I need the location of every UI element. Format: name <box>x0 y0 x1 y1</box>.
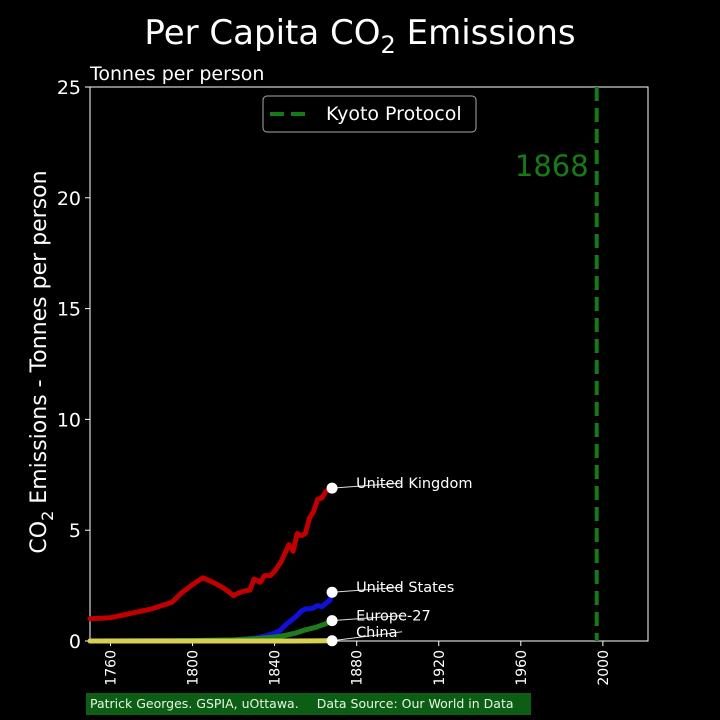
series-label-china: China <box>356 625 397 641</box>
y-tick-label: 20 <box>57 188 81 210</box>
series-leader-china <box>332 631 403 642</box>
series-end-marker-united-kingdom <box>326 482 338 494</box>
author-credit: Patrick Georges. GSPIA, uOttawa. <box>90 696 299 711</box>
series-label-united-kingdom: United Kingdom <box>356 476 472 492</box>
series-line-united-kingdom <box>87 485 335 622</box>
series-leader-united-states <box>332 586 403 593</box>
x-tick-label: 1920 <box>432 650 448 686</box>
series-end-marker-china <box>326 635 338 647</box>
legend-label: Kyoto Protocol <box>326 103 462 125</box>
series-line-europe-27 <box>87 618 335 644</box>
x-tick-label: 1800 <box>186 650 202 686</box>
data-source: Data Source: Our World in Data <box>316 696 514 711</box>
y-axis-label: CO2 Emissions - Tonnes per person <box>27 170 57 553</box>
y-tick-label: 5 <box>69 520 81 542</box>
series-end-marker-united-states <box>326 586 338 598</box>
y-tick-label: 0 <box>69 631 81 653</box>
series-end-marker-europe-27 <box>326 615 338 627</box>
y-tick-label: 25 <box>57 77 81 99</box>
x-tick-label: 1840 <box>268 650 284 686</box>
series-leader-europe-27 <box>332 615 403 622</box>
plot-frame <box>89 86 649 642</box>
y-tick-label: 10 <box>57 409 81 431</box>
x-tick-label: 1960 <box>514 650 530 686</box>
y-tick-label: 15 <box>57 299 81 321</box>
series-label-europe-27: Europe-27 <box>356 609 431 625</box>
x-tick-label: 1880 <box>350 650 366 686</box>
series-leader-united-kingdom <box>332 482 403 489</box>
credit-banner: Patrick Georges. GSPIA, uOttawa. Data Sou… <box>86 693 531 715</box>
plot-area: 0 5 10 15 20 25 1760 1800 1840 1880 1920 1960 2000 18… <box>57 77 649 686</box>
chart-title: Per Capita CO2 Emissions <box>144 13 575 59</box>
legend-box <box>262 95 477 133</box>
x-tick-label: 1760 <box>104 650 120 686</box>
series-label-united-states: United States <box>356 580 454 596</box>
chart-subtitle: Tonnes per person <box>89 63 264 85</box>
current-year-label: 1868 <box>515 149 589 183</box>
x-tick-label: 2000 <box>596 650 612 686</box>
